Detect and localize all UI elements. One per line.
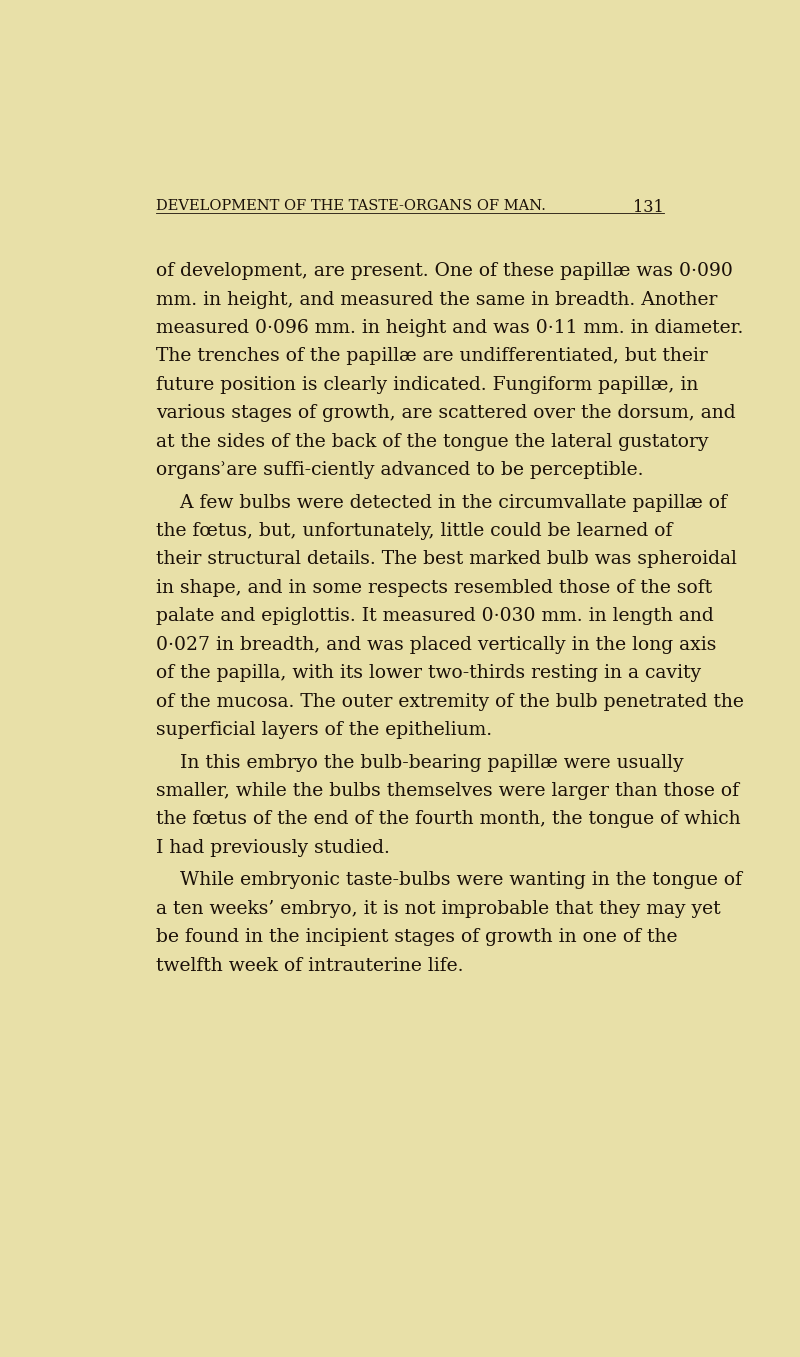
Text: the fœtus of the end of the fourth month, the tongue of which: the fœtus of the end of the fourth month… xyxy=(156,810,741,829)
Text: mm. in height, and measured the same in breadth. Another: mm. in height, and measured the same in … xyxy=(156,290,717,308)
Text: a ten weeks’ embryo, it is not improbable that they may yet: a ten weeks’ embryo, it is not improbabl… xyxy=(156,900,721,917)
Text: at the sides of the back of the tongue the lateral gustatory: at the sides of the back of the tongue t… xyxy=(156,433,708,451)
Text: DEVELOPMENT OF THE TASTE-ORGANS OF MAN.: DEVELOPMENT OF THE TASTE-ORGANS OF MAN. xyxy=(156,199,546,213)
Text: various stages of growth, are scattered over the dorsum, and: various stages of growth, are scattered … xyxy=(156,404,735,422)
Text: smaller, while the bulbs themselves were larger than those of: smaller, while the bulbs themselves were… xyxy=(156,782,739,801)
Text: be found in the incipient stages of growth in one of the: be found in the incipient stages of grow… xyxy=(156,928,678,946)
Text: measured 0·096 mm. in height and was 0·11 mm. in diameter.: measured 0·096 mm. in height and was 0·1… xyxy=(156,319,743,337)
Text: future position is clearly indicated. Fungiform papillæ, in: future position is clearly indicated. Fu… xyxy=(156,376,698,394)
Text: organsʾare suffi-ciently advanced to be perceptible.: organsʾare suffi-ciently advanced to be … xyxy=(156,461,643,479)
Text: twelfth week of intrauterine life.: twelfth week of intrauterine life. xyxy=(156,957,463,974)
Text: In this embryo the bulb-bearing papillæ were usually: In this embryo the bulb-bearing papillæ … xyxy=(156,753,683,772)
Text: of development, are present. One of these papillæ was 0·090: of development, are present. One of thes… xyxy=(156,262,733,280)
Text: I had previously studied.: I had previously studied. xyxy=(156,839,390,856)
Text: 131: 131 xyxy=(634,199,664,216)
Text: of the mucosa. The outer extremity of the bulb penetrated the: of the mucosa. The outer extremity of th… xyxy=(156,692,744,711)
Text: palate and epiglottis. It measured 0·030 mm. in length and: palate and epiglottis. It measured 0·030… xyxy=(156,608,714,626)
Text: 0·027 in breadth, and was placed vertically in the long axis: 0·027 in breadth, and was placed vertica… xyxy=(156,636,716,654)
Text: While embryonic taste-bulbs were wanting in the tongue of: While embryonic taste-bulbs were wanting… xyxy=(156,871,742,889)
Text: their structural details. The best marked bulb was spheroidal: their structural details. The best marke… xyxy=(156,551,737,569)
Text: A few bulbs were detected in the circumvallate papillæ of: A few bulbs were detected in the circumv… xyxy=(156,494,726,512)
Text: the fœtus, but, unfortunately, little could be learned of: the fœtus, but, unfortunately, little co… xyxy=(156,522,672,540)
Text: of the papilla, with its lower two-thirds resting in a cavity: of the papilla, with its lower two-third… xyxy=(156,664,701,683)
Text: in shape, and in some respects resembled those of the soft: in shape, and in some respects resembled… xyxy=(156,579,712,597)
Text: The trenches of the papillæ are undifferentiated, but their: The trenches of the papillæ are undiffer… xyxy=(156,347,707,365)
Text: superficial layers of the epithelium.: superficial layers of the epithelium. xyxy=(156,721,492,740)
